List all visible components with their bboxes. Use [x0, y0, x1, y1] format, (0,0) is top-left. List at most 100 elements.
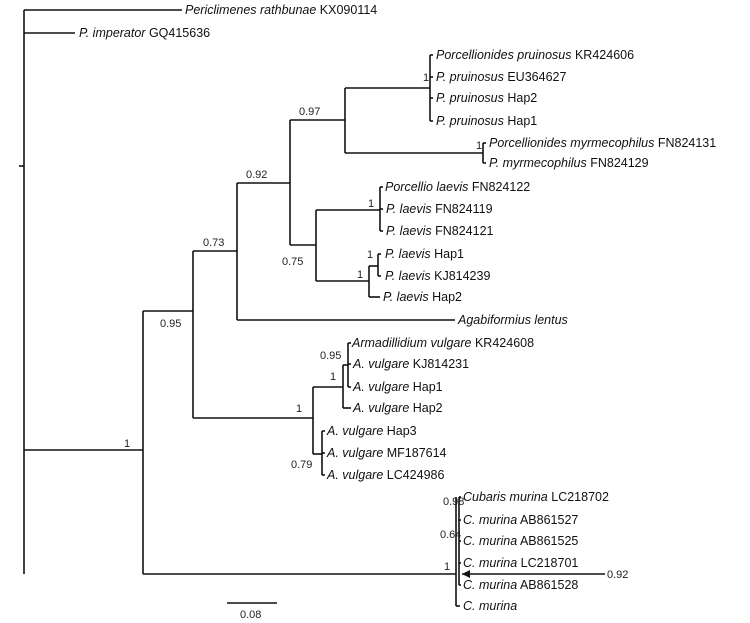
species-name: A. vulgare [326, 424, 383, 438]
accession: GQ415636 [145, 26, 210, 40]
leaf-label: Cubaris murina LC218702 [463, 490, 609, 504]
support-value: 0.98 [443, 496, 464, 508]
species-name: P. laevis [385, 247, 431, 261]
accession: KR424606 [572, 48, 635, 62]
species-name: A. vulgare [326, 468, 383, 482]
leaf-label: A. vulgare Hap3 [326, 424, 417, 438]
accession: Hap1 [504, 114, 537, 128]
leaf-label: C. murina AB861527 [463, 513, 578, 527]
species-name: C. murina [463, 599, 517, 613]
leaf-label: P. pruinosus EU364627 [436, 70, 566, 84]
leaf-label: A. vulgare Hap2 [352, 401, 443, 415]
leaf-label: P. laevis Hap2 [383, 290, 462, 304]
accession: Hap1 [431, 247, 464, 261]
accession: AB861525 [517, 534, 578, 548]
support-value: 1 [476, 140, 482, 152]
leaf-label: Armadillidium vulgare KR424608 [351, 336, 534, 350]
species-name: C. murina [463, 578, 517, 592]
leaf-label: C. murina [463, 599, 517, 613]
accession: FN824119 [432, 202, 493, 216]
species-name: C. murina [463, 534, 517, 548]
accession: LC424986 [383, 468, 444, 482]
species-name: P. imperator [79, 26, 146, 40]
accession: KJ814239 [431, 269, 491, 283]
species-name: P. pruinosus [436, 70, 504, 84]
support-values: 10.950.730.920.971110.7511110.950.790.98… [124, 72, 628, 581]
accession: KJ814231 [409, 357, 469, 371]
leaf-label: C. murina AB861528 [463, 578, 578, 592]
leaf-label: C. murina LC218701 [463, 556, 578, 570]
accession: KX090114 [316, 3, 377, 17]
support-value: 0.92 [607, 569, 628, 581]
leaf-label: A. vulgare KJ814231 [352, 357, 469, 371]
accession: AB861528 [517, 578, 578, 592]
leaf-label: A. vulgare LC424986 [326, 468, 444, 482]
leaf-label: Periclimenes rathbunae KX090114 [185, 3, 377, 17]
leaf-label: P. laevis Hap1 [385, 247, 464, 261]
support-value: 0.95 [320, 350, 341, 362]
support-value: 1 [296, 403, 302, 415]
scale-bar-label: 0.08 [240, 609, 261, 621]
accession: AB861527 [517, 513, 578, 527]
leaf-label: A. vulgare MF187614 [326, 446, 447, 460]
leaf-label: P. myrmecophilus FN824129 [489, 156, 649, 170]
leaf-label: Agabiformius lentus [457, 313, 568, 327]
species-name: P. laevis [386, 202, 432, 216]
species-name: Periclimenes rathbunae [185, 3, 316, 17]
support-value: 1 [368, 198, 374, 210]
accession: Hap2 [429, 290, 462, 304]
support-value: 1 [330, 371, 336, 383]
leaf-labels: Periclimenes rathbunae KX090114 P. impera… [79, 3, 716, 613]
leaf-label: Porcellionides pruinosus KR424606 [436, 48, 634, 62]
support-value: 0.92 [246, 169, 267, 181]
support-value: 1 [357, 269, 363, 281]
species-name: Porcellionides myrmecophilus [489, 136, 654, 150]
accession: KR424608 [472, 336, 535, 350]
scale-bar: 0.08 [227, 602, 277, 621]
species-name: Cubaris murina [463, 490, 548, 504]
leaf-label: P. pruinosus Hap1 [436, 114, 537, 128]
support-value: 1 [444, 561, 450, 573]
leaf-label: Porcellionides myrmecophilus FN824131 [489, 136, 716, 150]
accession: Hap3 [383, 424, 416, 438]
species-name: P. laevis [386, 224, 432, 238]
species-name: P. laevis [383, 290, 429, 304]
support-value: 1 [423, 72, 429, 84]
species-name: Porcellionides pruinosus [436, 48, 572, 62]
species-name: P. pruinosus [436, 91, 504, 105]
accession: EU364627 [504, 70, 567, 84]
accession: FN824129 [587, 156, 649, 170]
leaf-label: Porcellio laevis FN824122 [385, 180, 530, 194]
accession: LC218701 [517, 556, 578, 570]
accession: FN824122 [468, 180, 530, 194]
species-name: Porcellio laevis [385, 180, 468, 194]
accession: Hap2 [504, 91, 537, 105]
species-name: P. myrmecophilus [489, 156, 587, 170]
arrow-icon [462, 570, 470, 578]
support-value: 1 [367, 249, 373, 261]
support-value: 0.73 [203, 237, 224, 249]
accession: FN824131 [654, 136, 716, 150]
leaf-label: A. vulgare Hap1 [352, 380, 443, 394]
support-value: 0.97 [299, 106, 320, 118]
accession: FN824121 [432, 224, 494, 238]
species-name: C. murina [463, 556, 517, 570]
support-value: 1 [124, 438, 130, 450]
species-name: P. pruinosus [436, 114, 504, 128]
species-name: A. vulgare [352, 380, 409, 394]
species-name: A. vulgare [352, 357, 409, 371]
support-value: 0.64 [440, 529, 461, 541]
species-name: A. vulgare [326, 446, 383, 460]
tree-branches [19, 9, 605, 607]
leaf-label: C. murina AB861525 [463, 534, 578, 548]
support-value: 0.75 [282, 256, 303, 268]
accession: LC218702 [548, 490, 609, 504]
accession: MF187614 [383, 446, 446, 460]
support-value: 0.95 [160, 318, 181, 330]
leaf-label: P. imperator GQ415636 [79, 26, 210, 40]
leaf-label: P. laevis KJ814239 [385, 269, 490, 283]
accession: Hap2 [409, 401, 442, 415]
species-name: A. vulgare [352, 401, 409, 415]
leaf-label: P. laevis FN824119 [386, 202, 493, 216]
